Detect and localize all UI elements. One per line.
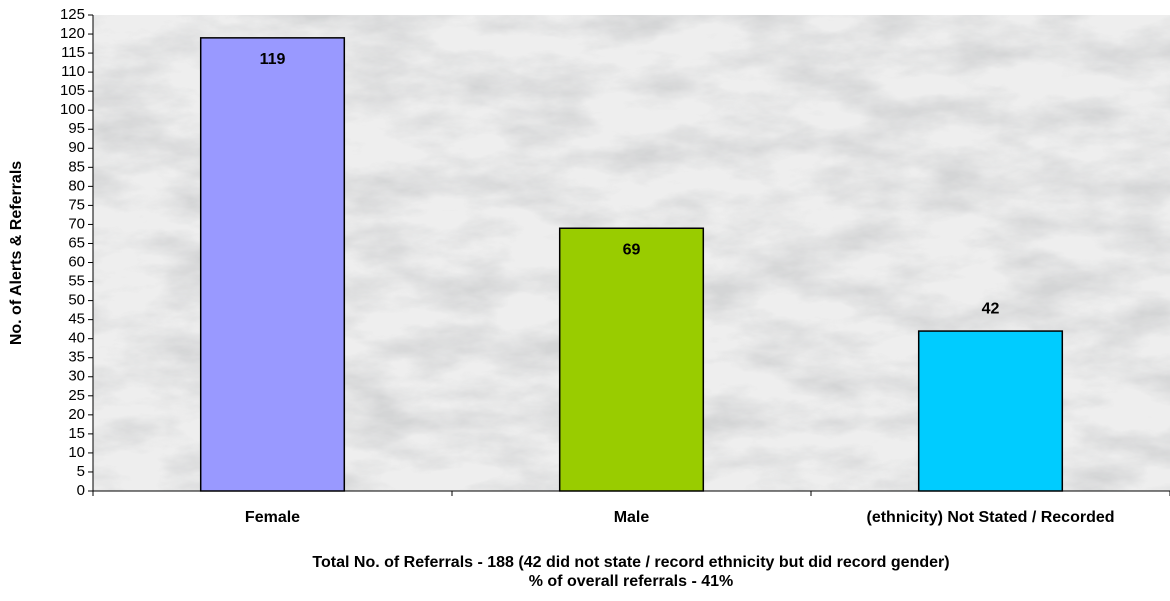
y-tick-label: 45 xyxy=(68,311,85,328)
y-tick-label: 35 xyxy=(68,349,85,366)
y-tick-label: 100 xyxy=(60,101,85,118)
y-tick-label: 5 xyxy=(77,463,85,480)
y-tick-label: 90 xyxy=(68,139,85,156)
y-tick-label: 0 xyxy=(77,482,85,499)
y-tick-label: 60 xyxy=(68,253,85,270)
y-tick-label: 20 xyxy=(68,406,85,423)
y-tick-label: 30 xyxy=(68,368,85,385)
y-tick-label: 95 xyxy=(68,120,85,137)
y-tick-label: 10 xyxy=(68,444,85,461)
y-axis-title: No. of Alerts & Referrals xyxy=(8,161,25,345)
y-tick-label: 55 xyxy=(68,273,85,290)
y-tick-label: 15 xyxy=(68,425,85,442)
value-label: 119 xyxy=(260,51,286,68)
x-axis-title: Total No. of Referrals - 188 (42 did not… xyxy=(312,554,949,571)
y-tick-label: 65 xyxy=(68,234,85,251)
y-tick-label: 50 xyxy=(68,292,85,309)
bar xyxy=(917,330,1064,492)
y-tick-label: 70 xyxy=(68,215,85,232)
bar xyxy=(199,37,346,492)
y-tick-label: 25 xyxy=(68,387,85,404)
y-tick-label: 85 xyxy=(68,158,85,175)
y-tick-label: 110 xyxy=(61,63,85,80)
y-tick-label: 80 xyxy=(68,177,85,194)
y-tick-label: 125 xyxy=(60,6,85,23)
x-tick-label: (ethnicity) Not Stated / Recorded xyxy=(866,509,1114,526)
y-tick-label: 105 xyxy=(60,82,85,99)
bar xyxy=(558,227,705,492)
y-tick-label: 75 xyxy=(68,196,85,213)
y-tick-label: 40 xyxy=(68,330,85,347)
x-tick-label: Male xyxy=(614,509,650,526)
x-tick-label: Female xyxy=(245,509,300,526)
y-tick-label: 115 xyxy=(61,44,85,61)
y-tick-label: 120 xyxy=(60,25,85,42)
x-axis-title: % of overall referrals - 41% xyxy=(529,573,734,590)
value-label: 42 xyxy=(982,300,1000,317)
value-label: 69 xyxy=(623,241,641,258)
